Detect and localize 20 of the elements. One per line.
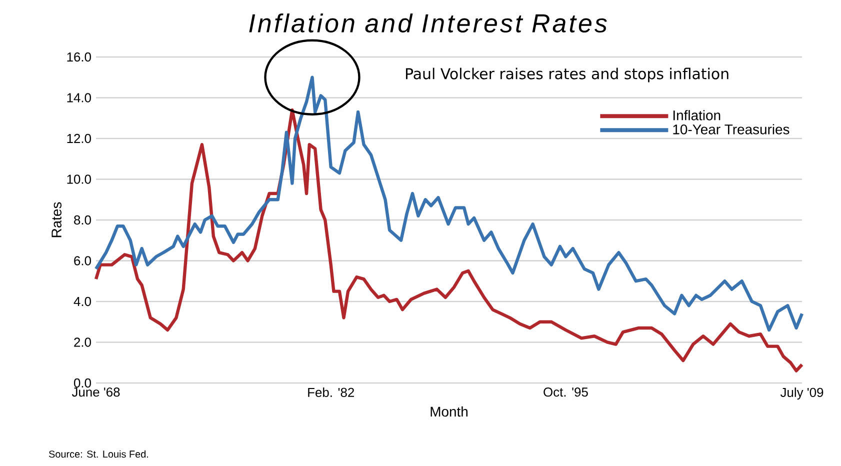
y-tick-label: 0.0 <box>74 378 91 388</box>
y-tick-label: 4.0 <box>74 296 91 306</box>
x-axis-title: Month <box>430 406 468 417</box>
x-tick-label: Feb. '82 <box>308 387 354 398</box>
y-tick-label: 16.0 <box>67 52 91 62</box>
x-tick-label: July '09 <box>780 387 824 400</box>
x-tick-label: June '68 <box>72 387 120 397</box>
y-tick-label: 14.0 <box>67 93 91 102</box>
y-axis-title: Rates <box>52 202 62 238</box>
y-tick-label: 6.0 <box>74 256 91 266</box>
y-tick-label: 10.0 <box>67 174 91 184</box>
chart-title: Inflation and Interest Rates <box>249 13 607 32</box>
legend-label: Inflation <box>673 110 720 120</box>
y-tick-label: 2.0 <box>74 338 91 347</box>
y-tick-label: 12.0 <box>67 134 91 144</box>
x-tick-label: Oct. '95 <box>544 387 588 397</box>
source-note: Source: St. Louis Fed. <box>48 450 148 458</box>
legend-label: 10-Year Treasuries <box>673 124 790 134</box>
annotation: Paul Volcker raises rates and stops inflation <box>406 68 728 82</box>
y-tick-label: 8.0 <box>74 215 91 225</box>
